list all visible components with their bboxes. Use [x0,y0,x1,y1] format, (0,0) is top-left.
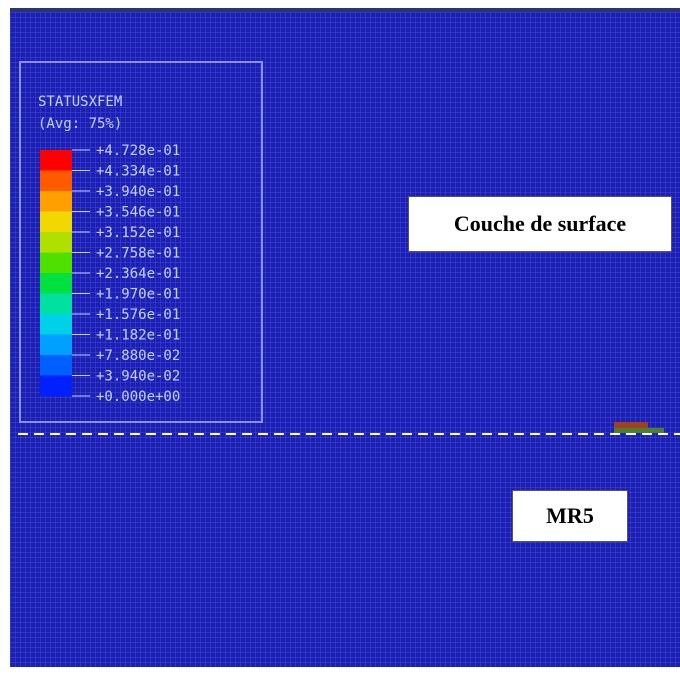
legend-label: +3.940e-02 [96,369,180,385]
color-segment [40,273,72,294]
legend-label: +3.940e-01 [96,184,180,200]
color-segment [40,375,72,396]
color-segment [40,150,72,171]
color-segment [40,355,72,376]
legend-subtitle: (Avg: 75%) [38,116,122,132]
annotation: MR5 [512,490,628,542]
legend-label: +4.728e-01 [96,143,180,159]
fem-view [10,8,680,667]
legend-label: +3.152e-01 [96,225,180,241]
legend-label: +1.182e-01 [96,328,180,344]
legend-label: +1.576e-01 [96,307,180,323]
color-bar: +4.728e-01 +4.334e-01 +3.940e-01 +3.546e-01… [40,143,180,405]
legend-label: +7.880e-02 [96,348,180,364]
color-segment [40,252,72,273]
legend-label: +2.364e-01 [96,266,180,282]
color-segment [40,191,72,212]
color-segment [40,314,72,335]
legend-label: +3.546e-01 [96,205,180,221]
crack-tip [614,422,648,432]
legend-label: +0.000e+00 [96,389,180,405]
legend-title: STATUSXFEM [38,94,122,110]
color-segment [40,293,72,314]
color-segment [40,170,72,191]
color-segment [40,211,72,232]
legend-label: +1.970e-01 [96,287,180,303]
legend-label: +2.758e-01 [96,246,180,262]
color-segment [40,232,72,253]
legend-box [19,61,263,423]
annotation: Couche de surface [408,196,672,252]
crack-tip [614,428,664,433]
color-segment [40,334,72,355]
legend-label: +4.334e-01 [96,164,180,180]
